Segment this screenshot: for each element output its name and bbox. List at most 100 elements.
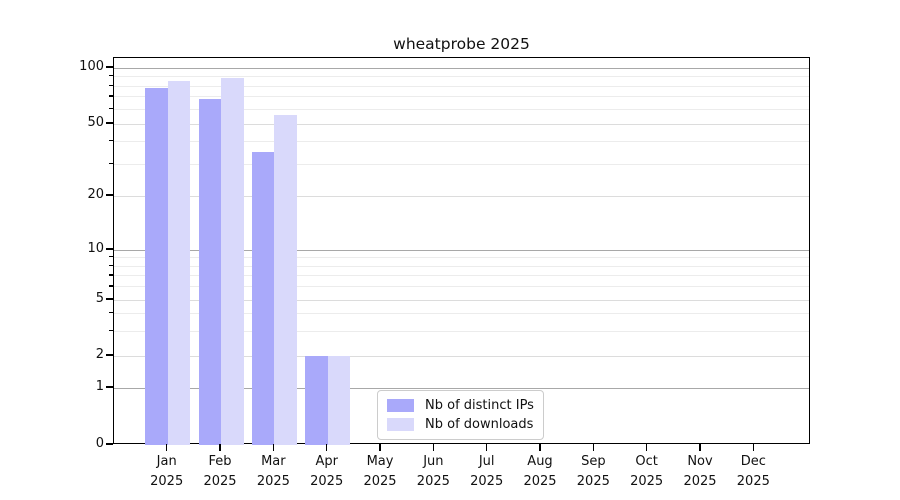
x-label-year: 2025 bbox=[630, 473, 664, 489]
y-minor-tick-3 bbox=[109, 329, 113, 332]
x-label-month: Jul bbox=[478, 454, 495, 469]
legend-swatch-downloads bbox=[387, 418, 414, 431]
x-tick-feb bbox=[219, 444, 221, 451]
x-label-month: Mar bbox=[261, 454, 286, 469]
y-tick-20 bbox=[106, 194, 113, 196]
x-tick-oct bbox=[646, 444, 648, 451]
x-tick-apr bbox=[326, 444, 328, 451]
y-minor-tick-4 bbox=[109, 312, 113, 314]
chart-title: wheatprobe 2025 bbox=[393, 35, 530, 53]
legend: Nb of distinct IPs Nb of downloads bbox=[377, 390, 544, 440]
y-minor-gridline-90 bbox=[114, 76, 809, 77]
x-label-year: 2025 bbox=[363, 473, 397, 489]
y-tick-5 bbox=[106, 298, 113, 300]
y-tick-2 bbox=[106, 354, 113, 356]
x-tick-label-may: May 2025 bbox=[350, 452, 410, 491]
x-tick-dec bbox=[752, 444, 755, 451]
x-tick-label-nov: Nov 2025 bbox=[670, 452, 730, 491]
y-tick-label-10: 10 bbox=[87, 241, 104, 256]
x-label-month: Apr bbox=[315, 454, 338, 469]
bar-distinct-ips-feb bbox=[198, 99, 222, 445]
y-tick-1 bbox=[106, 386, 113, 388]
x-tick-jan bbox=[166, 444, 168, 451]
y-gridline-1 bbox=[114, 387, 809, 389]
y-tick-label-2: 2 bbox=[95, 347, 104, 362]
y-minor-tick-70 bbox=[109, 95, 113, 97]
x-label-year: 2025 bbox=[523, 473, 557, 489]
y-minor-tick-9 bbox=[109, 256, 113, 258]
y-minor-tick-7 bbox=[109, 274, 113, 276]
y-minor-tick-40 bbox=[109, 140, 113, 142]
x-label-month: Jun bbox=[423, 454, 444, 469]
y-minor-gridline-8 bbox=[114, 265, 809, 267]
y-minor-gridline-60 bbox=[114, 108, 809, 110]
x-tick-label-apr: Apr 2025 bbox=[297, 452, 357, 491]
y-minor-gridline-70 bbox=[114, 96, 809, 98]
y-minor-tick-90 bbox=[109, 75, 113, 77]
x-label-year: 2025 bbox=[203, 473, 237, 489]
x-tick-label-sep: Sep 2025 bbox=[563, 452, 623, 491]
y-minor-tick-80 bbox=[109, 84, 113, 86]
legend-swatch-distinct-ips bbox=[387, 399, 414, 412]
bar-downloads-apr bbox=[327, 356, 351, 445]
y-minor-gridline-4 bbox=[114, 313, 809, 315]
x-label-month: Sep bbox=[581, 454, 606, 469]
x-tick-label-mar: Mar 2025 bbox=[243, 452, 303, 491]
y-tick-label-100: 100 bbox=[79, 59, 104, 74]
x-tick-sep bbox=[592, 444, 595, 451]
y-minor-gridline-80 bbox=[114, 85, 809, 87]
x-label-year: 2025 bbox=[416, 473, 450, 489]
x-label-year: 2025 bbox=[310, 473, 344, 489]
bar-distinct-ips-jan bbox=[145, 88, 168, 445]
y-minor-tick-60 bbox=[109, 107, 113, 110]
plot-area bbox=[113, 57, 810, 445]
x-label-year: 2025 bbox=[736, 473, 770, 489]
x-tick-jul bbox=[486, 444, 488, 451]
x-tick-aug bbox=[539, 444, 541, 451]
x-tick-may bbox=[379, 444, 381, 451]
y-gridline-20 bbox=[114, 195, 809, 197]
x-tick-label-feb: Feb 2025 bbox=[190, 452, 250, 491]
y-tick-50 bbox=[106, 122, 113, 124]
y-tick-label-50: 50 bbox=[87, 115, 104, 130]
x-label-month: May bbox=[366, 454, 394, 469]
y-tick-10 bbox=[106, 248, 113, 250]
y-minor-gridline-40 bbox=[114, 141, 809, 143]
legend-item-distinct-ips: Nb of distinct IPs bbox=[387, 396, 534, 415]
x-label-year: 2025 bbox=[576, 473, 610, 489]
x-tick-nov bbox=[699, 444, 701, 451]
y-gridline-50 bbox=[114, 123, 809, 125]
y-minor-tick-6 bbox=[109, 285, 113, 287]
y-tick-0 bbox=[106, 443, 113, 445]
x-label-month: Jan bbox=[156, 454, 177, 469]
x-label-year: 2025 bbox=[256, 473, 290, 489]
x-tick-label-dec: Dec 2025 bbox=[723, 452, 783, 491]
bar-downloads-mar bbox=[274, 114, 297, 445]
x-tick-jun bbox=[432, 444, 435, 451]
y-tick-label-0: 0 bbox=[95, 436, 104, 451]
y-minor-gridline-6 bbox=[114, 286, 809, 288]
x-label-year: 2025 bbox=[150, 473, 184, 489]
x-label-month: Dec bbox=[740, 454, 766, 469]
x-tick-mar bbox=[272, 444, 275, 451]
y-minor-gridline-7 bbox=[114, 275, 809, 277]
y-tick-label-20: 20 bbox=[87, 187, 104, 202]
y-minor-gridline-30 bbox=[114, 163, 809, 165]
x-label-year: 2025 bbox=[470, 473, 504, 489]
x-tick-label-oct: Oct 2025 bbox=[617, 452, 677, 491]
y-tick-100 bbox=[106, 66, 113, 68]
bar-downloads-jan bbox=[167, 81, 191, 445]
y-minor-tick-8 bbox=[109, 264, 113, 266]
legend-label-distinct-ips: Nb of distinct IPs bbox=[425, 398, 534, 413]
x-tick-label-jul: Jul 2025 bbox=[457, 452, 517, 491]
y-tick-label-1: 1 bbox=[95, 379, 104, 394]
y-gridline-10 bbox=[114, 249, 809, 251]
y-tick-label-5: 5 bbox=[95, 291, 104, 306]
y-gridline-5 bbox=[114, 299, 809, 301]
y-minor-tick-30 bbox=[109, 162, 113, 164]
legend-item-downloads: Nb of downloads bbox=[387, 415, 534, 434]
bar-downloads-feb bbox=[221, 78, 244, 445]
x-label-month: Nov bbox=[687, 454, 713, 469]
y-gridline-2 bbox=[114, 355, 809, 357]
